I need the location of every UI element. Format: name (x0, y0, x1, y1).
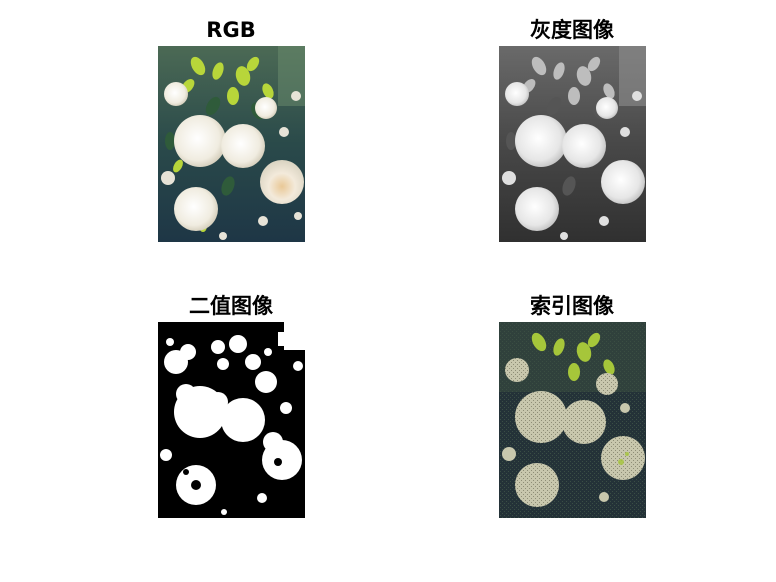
indexed-image (499, 322, 646, 518)
panel-title-rgb: RGB (206, 18, 256, 42)
binary-image (158, 322, 305, 518)
indexed-flower-picture (499, 322, 646, 518)
binary-flower-picture (158, 322, 305, 518)
gray-flower-picture (499, 46, 646, 242)
rgb-image (158, 46, 305, 242)
panel-title-indexed: 索引图像 (530, 294, 614, 318)
rgb-flower-picture (158, 46, 305, 242)
gray-image (499, 46, 646, 242)
panel-title-binary: 二值图像 (189, 294, 273, 318)
panel-title-gray: 灰度图像 (530, 18, 614, 42)
